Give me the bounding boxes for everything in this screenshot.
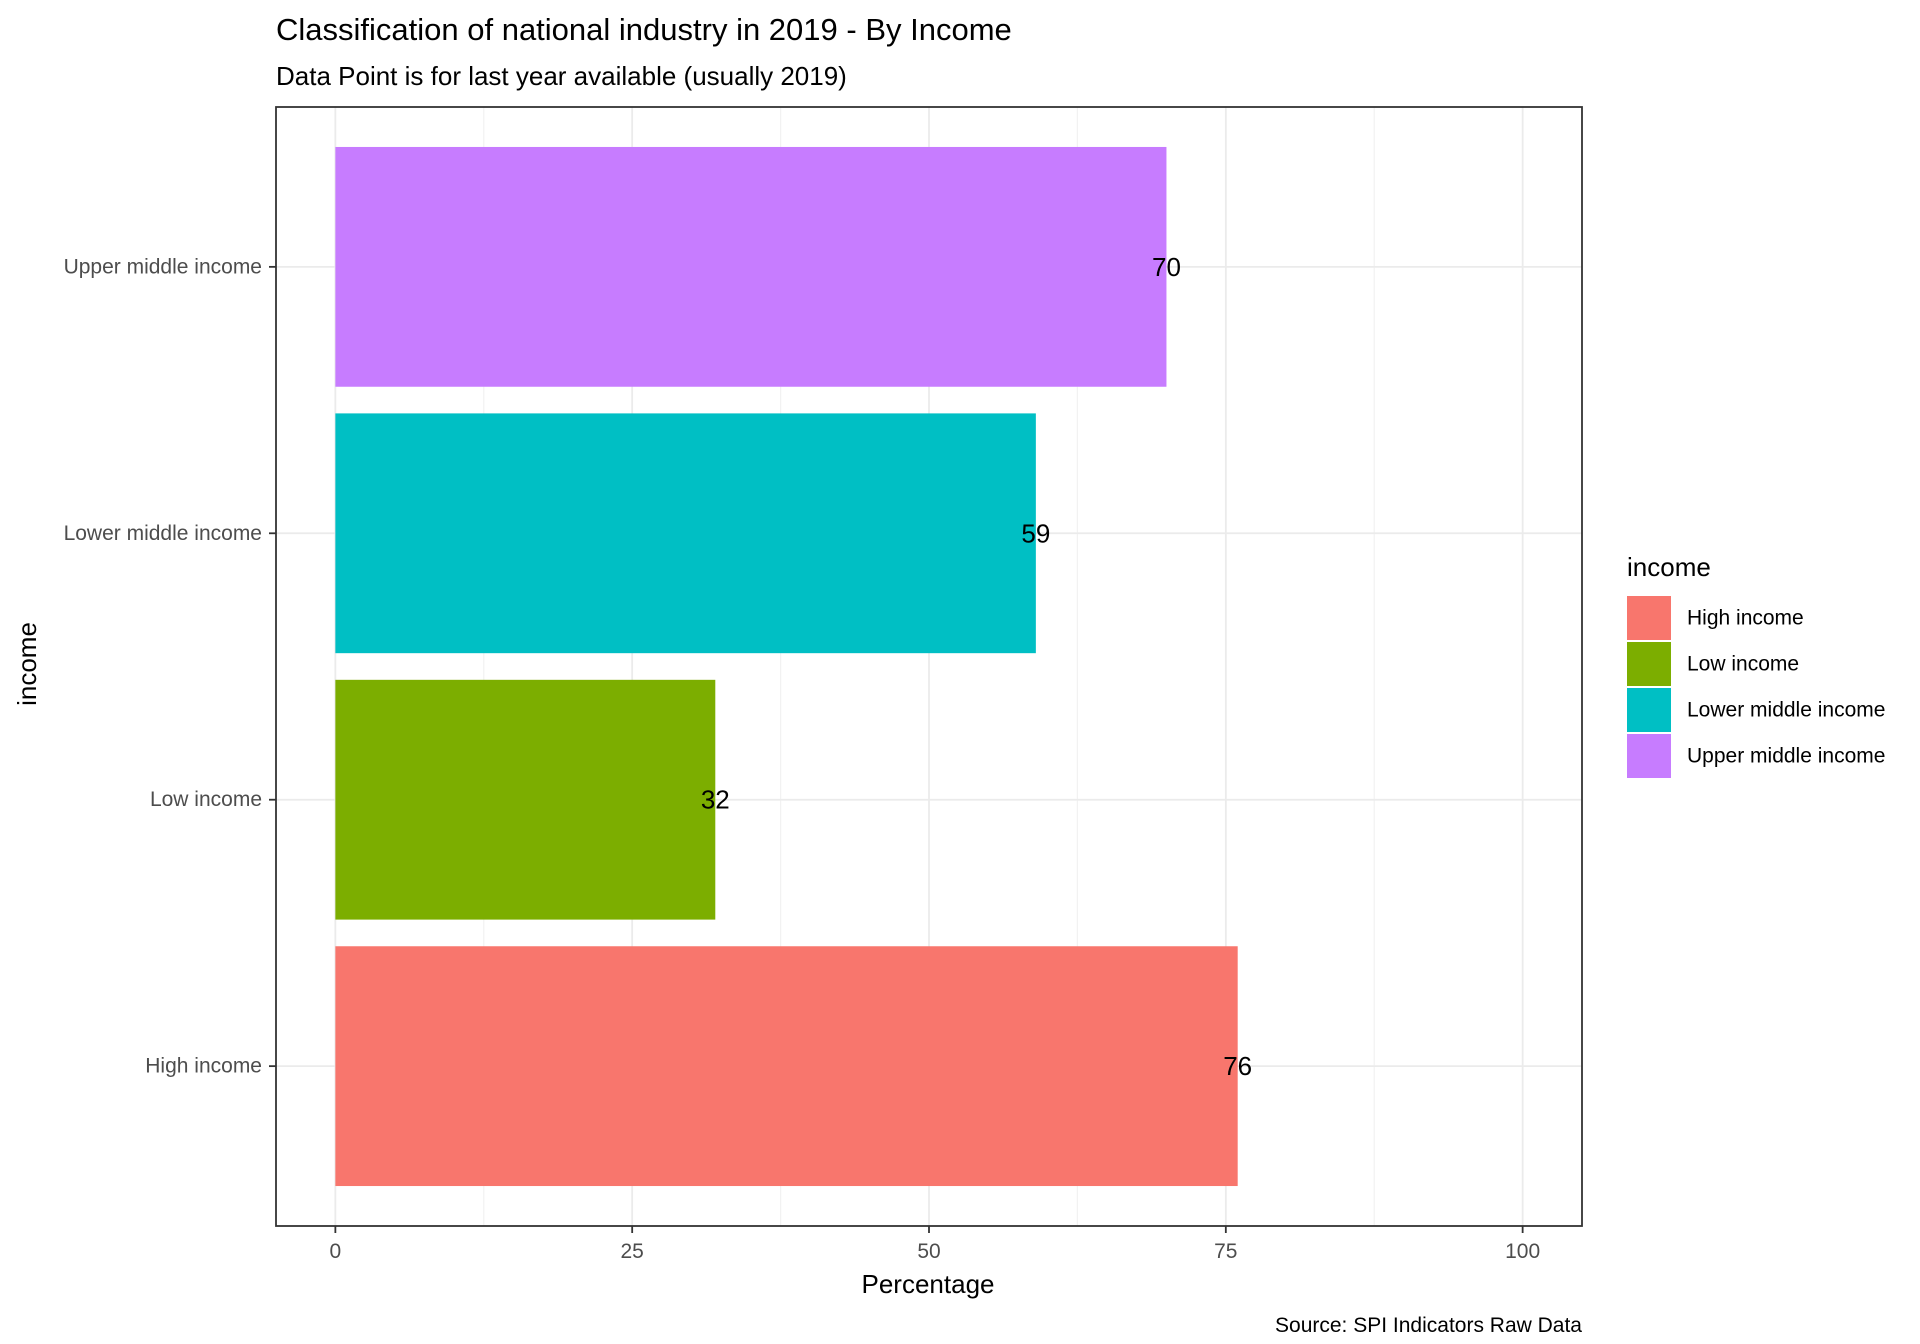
legend-item-upper-middle-income: Upper middle income <box>1627 734 1885 778</box>
legend-title: income <box>1627 552 1711 582</box>
bar-lower-middle-income <box>335 413 1036 654</box>
legend: income High income Low income Lower middle… <box>1627 552 1885 778</box>
data-label-upper-middle-income: 70 <box>1152 252 1181 282</box>
bars-layer <box>275 106 1583 1227</box>
bar-high-income <box>335 946 1238 1187</box>
data-label-low-income: 32 <box>701 785 730 815</box>
bar-low-income <box>335 679 716 920</box>
x-tick-label: 25 <box>621 1240 644 1263</box>
x-axis-title: Percentage <box>862 1269 995 1299</box>
legend-key-high-income <box>1627 596 1671 640</box>
x-tick-label: 100 <box>1505 1240 1540 1263</box>
y-tick-label-low-income: Low income <box>150 788 262 811</box>
chart-title: Classification of national industry in 2… <box>276 12 1012 47</box>
legend-label-high-income: High income <box>1687 607 1804 630</box>
x-tick-label: 75 <box>1214 1240 1237 1263</box>
data-labels-layer: 76 32 59 70 <box>701 252 1252 1081</box>
y-tick-label-high-income: High income <box>145 1055 262 1078</box>
x-axis: 0 25 50 75 100 <box>330 1226 1540 1263</box>
bar-upper-middle-income <box>335 146 1167 387</box>
legend-items: High income Low income Lower middle income… <box>1627 596 1885 778</box>
legend-label-lower-middle-income: Lower middle income <box>1687 699 1885 722</box>
legend-item-low-income: Low income <box>1627 642 1799 686</box>
chart-caption: Source: SPI Indicators Raw Data <box>1275 1314 1582 1337</box>
data-label-lower-middle-income: 59 <box>1021 518 1050 548</box>
legend-key-lower-middle-income <box>1627 688 1671 732</box>
legend-key-low-income <box>1627 642 1671 686</box>
chart-subtitle: Data Point is for last year available (u… <box>276 61 847 91</box>
legend-item-lower-middle-income: Lower middle income <box>1627 688 1885 732</box>
legend-item-high-income: High income <box>1627 596 1804 640</box>
y-tick-label-lower-middle-income: Lower middle income <box>64 522 262 545</box>
y-axis: High income Low income Lower middle income… <box>64 255 276 1078</box>
legend-key-upper-middle-income <box>1627 734 1671 778</box>
x-tick-label: 50 <box>917 1240 940 1263</box>
x-tick-label: 0 <box>330 1240 342 1263</box>
legend-label-low-income: Low income <box>1687 653 1799 676</box>
data-label-high-income: 76 <box>1223 1051 1252 1081</box>
y-tick-label-upper-middle-income: Upper middle income <box>64 255 262 278</box>
y-axis-title: income <box>12 622 42 706</box>
legend-label-upper-middle-income: Upper middle income <box>1687 745 1885 768</box>
